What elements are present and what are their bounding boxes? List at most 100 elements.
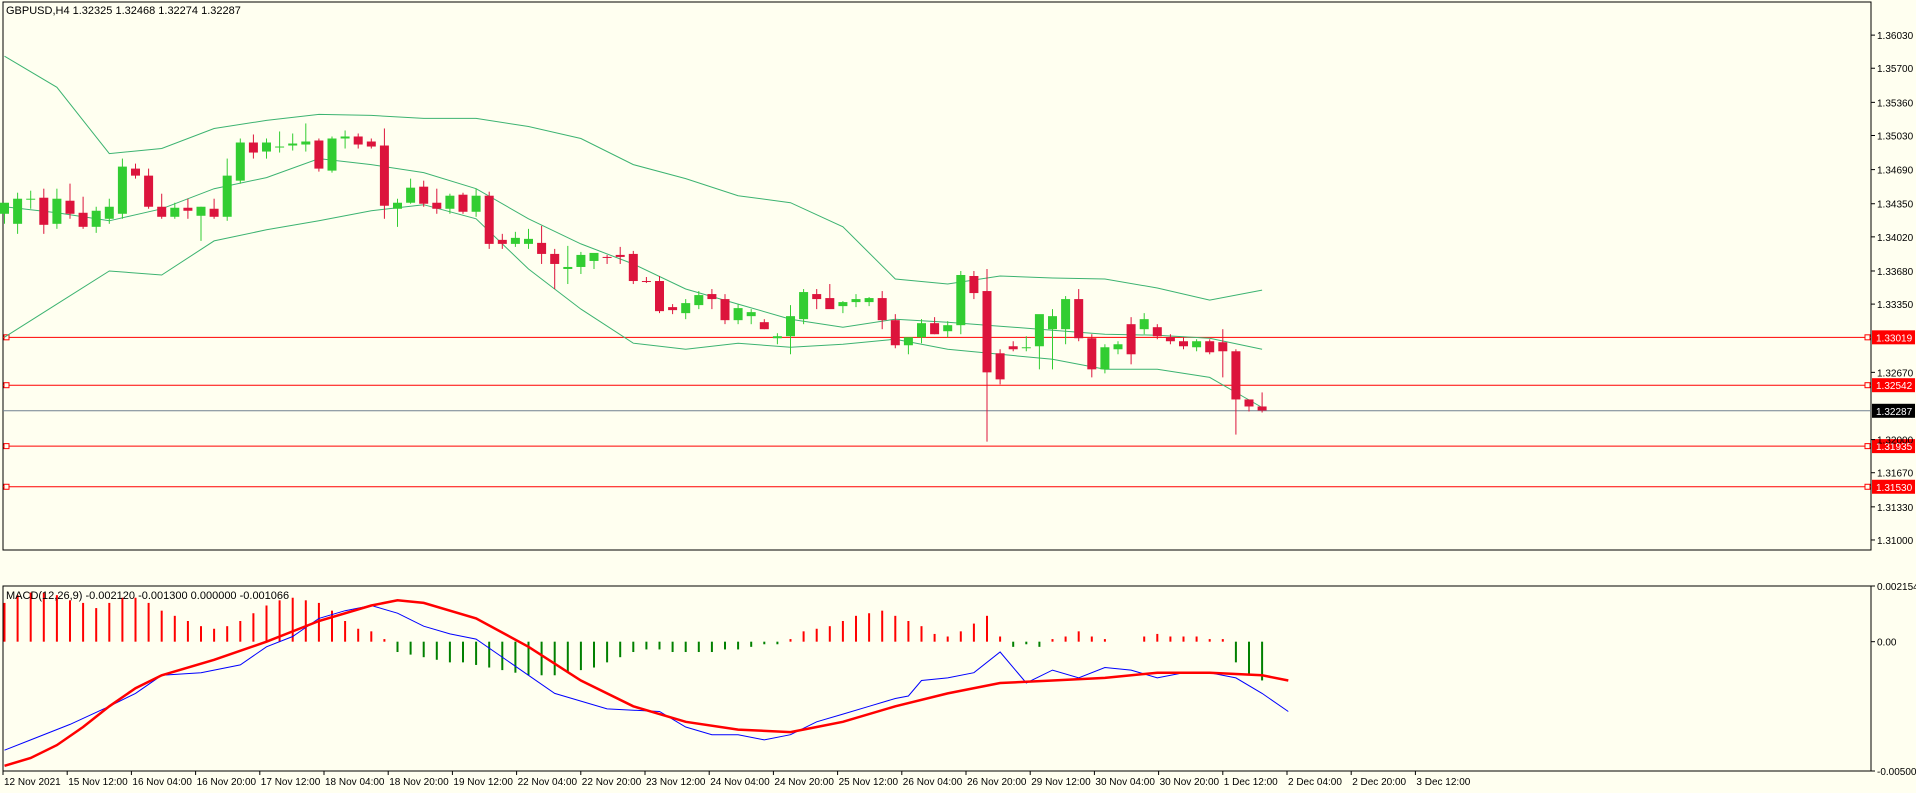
time-tick-label-19: 1 Dec 12:00 xyxy=(1224,777,1278,788)
candle-body-77 xyxy=(1008,346,1018,350)
candle-body-43 xyxy=(563,266,573,269)
level-price-box-2 xyxy=(1872,439,1915,454)
candle-12 xyxy=(157,193,167,219)
candle-body-24 xyxy=(314,140,324,169)
level-price-box-0 xyxy=(1872,330,1915,345)
candle-44 xyxy=(576,251,586,274)
candle-72 xyxy=(943,321,953,338)
candle-83 xyxy=(1087,334,1097,378)
candle-81 xyxy=(1061,296,1071,345)
time-tick-label-2: 16 Nov 04:00 xyxy=(132,777,192,788)
time-tick-label-13: 25 Nov 12:00 xyxy=(839,777,899,788)
band-upper xyxy=(4,55,1263,301)
level-anchor-right-1 xyxy=(1864,382,1871,389)
candle-60 xyxy=(786,305,795,355)
candle-body-70 xyxy=(917,323,926,338)
candle-body-9 xyxy=(117,166,127,214)
candle-body-26 xyxy=(340,136,350,139)
candle-body-34 xyxy=(445,195,455,209)
candle-body-39 xyxy=(510,237,520,244)
price-tick-label-6: 1.34020 xyxy=(1877,233,1914,244)
candle-46 xyxy=(602,254,612,264)
candle-74 xyxy=(969,270,979,300)
candle-59 xyxy=(772,333,782,345)
candle-25 xyxy=(327,136,337,173)
candle-57 xyxy=(746,309,756,325)
candle-body-65 xyxy=(851,299,861,303)
candle-body-93 xyxy=(1218,342,1228,352)
candle-body-75 xyxy=(982,291,992,373)
time-axis: 12 Nov 2021 15 Nov 12:00 16 Nov 04:00 16 No… xyxy=(2,771,1471,788)
macd-tick-label-2: -0.005003 xyxy=(1877,767,1916,778)
price-panel[interactable]: 1.33019 1.32542 1.31935 1.31530 1.32287 1.3… xyxy=(0,1,1915,551)
candle-body-73 xyxy=(956,274,966,326)
candle-65 xyxy=(851,294,861,308)
candle-body-76 xyxy=(995,353,1005,380)
level-anchor-left-0 xyxy=(3,334,10,341)
candle-body-71 xyxy=(930,323,940,335)
price-tick-label-10: 1.32000 xyxy=(1877,436,1914,447)
time-tick-label-6: 18 Nov 20:00 xyxy=(389,777,449,788)
candle-63 xyxy=(825,284,835,310)
time-tick-label-12: 24 Nov 20:00 xyxy=(774,777,834,788)
candle-11 xyxy=(144,168,154,209)
candle-58 xyxy=(759,319,769,330)
candle-body-16 xyxy=(209,208,219,217)
price-tick-label-0: 1.36030 xyxy=(1877,31,1914,42)
candle-body-4 xyxy=(52,198,62,224)
price-tick-label-7: 1.33680 xyxy=(1877,267,1914,278)
price-tick-label-4: 1.34690 xyxy=(1877,166,1914,177)
candle-body-25 xyxy=(327,138,337,171)
candle-body-37 xyxy=(484,195,494,244)
candle-body-36 xyxy=(471,195,481,212)
candle-78 xyxy=(1021,336,1031,352)
candle-body-88 xyxy=(1152,327,1162,337)
time-tick-label-22: 3 Dec 12:00 xyxy=(1416,777,1470,788)
macd-panel[interactable]: 0.002154 0.00 -0.005003 MACD(12,26,9) -0.0… xyxy=(2,582,1916,778)
candle-body-47 xyxy=(615,254,625,257)
candle-80 xyxy=(1048,309,1057,370)
candle-body-95 xyxy=(1244,399,1254,407)
candle-4 xyxy=(52,188,62,229)
candle-body-6 xyxy=(78,212,88,227)
candle-body-15 xyxy=(196,206,206,216)
level-anchor-right-3 xyxy=(1864,483,1871,490)
candle-body-22 xyxy=(288,143,298,146)
candle-body-83 xyxy=(1087,338,1097,370)
candle-body-53 xyxy=(694,295,704,306)
candle-19 xyxy=(248,134,258,159)
price-tick-label-2: 1.35360 xyxy=(1877,98,1914,109)
candle-69 xyxy=(903,337,913,355)
candle-85 xyxy=(1113,341,1123,355)
macd-panel-border xyxy=(2,585,1872,772)
candle-10 xyxy=(131,163,140,179)
candle-body-41 xyxy=(537,242,547,254)
candle-90 xyxy=(1179,337,1188,350)
candle-62 xyxy=(812,289,822,310)
candle-body-18 xyxy=(235,142,245,181)
candle-body-42 xyxy=(550,253,560,264)
candle-body-60 xyxy=(786,316,795,337)
candle-body-63 xyxy=(825,298,835,310)
candle-2 xyxy=(26,190,36,209)
candle-body-14 xyxy=(183,207,193,211)
candle-30 xyxy=(393,198,402,227)
macd-tick-label-0: 0.002154 xyxy=(1877,582,1916,593)
macd-axis: 0.002154 0.00 -0.005003 xyxy=(1871,582,1916,778)
candle-87 xyxy=(1139,313,1149,335)
candle-body-11 xyxy=(144,175,154,207)
candle-27 xyxy=(353,133,363,149)
time-tick-label-17: 30 Nov 04:00 xyxy=(1095,777,1155,788)
candle-79 xyxy=(1034,314,1044,370)
candle-94 xyxy=(1231,349,1241,435)
candle-76 xyxy=(995,349,1005,385)
candles xyxy=(0,123,1267,442)
candle-33 xyxy=(432,188,442,214)
candle-22 xyxy=(288,133,298,151)
time-tick-label-7: 19 Nov 12:00 xyxy=(453,777,513,788)
candle-55 xyxy=(720,294,730,325)
candle-1 xyxy=(13,192,23,234)
candle-73 xyxy=(956,270,966,335)
